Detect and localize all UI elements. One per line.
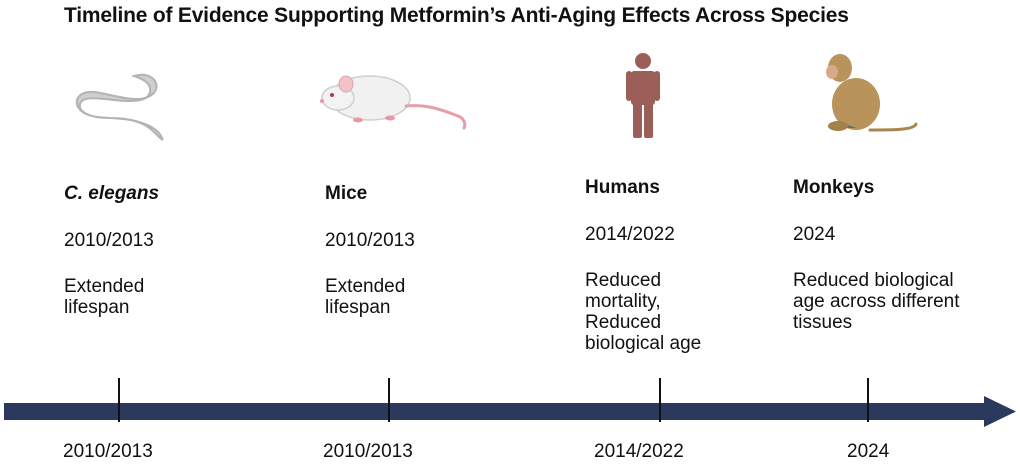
species-effect: Reduced mortality, Reduced biological ag…	[585, 270, 702, 354]
species-monkeys: Monkeys 2024 Reduced biological age acro…	[793, 177, 983, 333]
species-effect: Extended lifespan	[64, 276, 145, 318]
monkey-icon	[826, 54, 918, 132]
human-icon	[626, 53, 660, 138]
species-name: C. elegans	[64, 183, 160, 204]
species-name: Monkeys	[793, 177, 875, 198]
timeline-arrow-shaft	[4, 403, 988, 420]
timeline-arrow-head	[984, 396, 1016, 427]
species-year: 2014/2022	[585, 224, 675, 245]
figure-title: Timeline of Evidence Supporting Metformi…	[64, 4, 849, 27]
species-year: 2010/2013	[64, 230, 154, 251]
timeline-tick-label: 2024	[847, 441, 890, 462]
species-c-elegans: C. elegans 2010/2013 Extended lifespan	[64, 183, 174, 318]
species-mice: Mice 2010/2013 Extended lifespan	[325, 183, 435, 318]
species-name: Mice	[325, 183, 368, 204]
timeline-tick-label: 2010/2013	[63, 441, 153, 462]
species-name: Humans	[585, 177, 660, 198]
species-humans: Humans 2014/2022 Reduced mortality, Redu…	[585, 177, 725, 354]
timeline-tick-label: 2010/2013	[323, 441, 413, 462]
species-year: 2010/2013	[325, 230, 415, 251]
species-effect: Extended lifespan	[325, 276, 406, 318]
timeline-axis	[4, 378, 1016, 427]
mouse-icon	[320, 75, 467, 130]
species-effect: Reduced biological age across different …	[793, 270, 960, 333]
species-year: 2024	[793, 224, 836, 245]
worm-icon	[75, 73, 164, 141]
timeline-tick-label: 2014/2022	[594, 441, 684, 462]
